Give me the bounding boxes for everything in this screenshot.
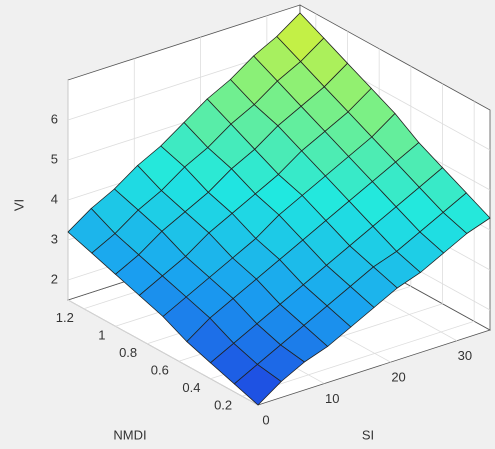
x-axis-label: SI bbox=[362, 427, 374, 442]
z-tick-label: 6 bbox=[51, 111, 58, 126]
z-tick-label: 4 bbox=[51, 191, 58, 206]
y-tick-label: 0.6 bbox=[151, 363, 169, 378]
y-tick-label: 0.4 bbox=[182, 380, 200, 395]
z-tick-label: 5 bbox=[51, 151, 58, 166]
x-tick-label: 30 bbox=[458, 348, 472, 363]
y-tick-label: 1 bbox=[98, 328, 105, 343]
grid-line bbox=[67, 299, 259, 406]
surface-cell bbox=[233, 363, 282, 406]
z-tick-label: 2 bbox=[51, 271, 58, 286]
x-tick-label: 10 bbox=[325, 391, 339, 406]
z-tick-label: 3 bbox=[51, 231, 58, 246]
x-tick-label: 20 bbox=[391, 370, 405, 385]
y-axis-label: NMDI bbox=[113, 427, 146, 442]
x-tick-label: 0 bbox=[262, 412, 269, 427]
y-tick-label: 0.2 bbox=[214, 398, 232, 413]
y-tick-label: 1.2 bbox=[56, 310, 74, 325]
z-axis-label: VI bbox=[11, 199, 26, 211]
y-tick-label: 0.8 bbox=[119, 345, 137, 360]
grid-line bbox=[242, 320, 475, 397]
